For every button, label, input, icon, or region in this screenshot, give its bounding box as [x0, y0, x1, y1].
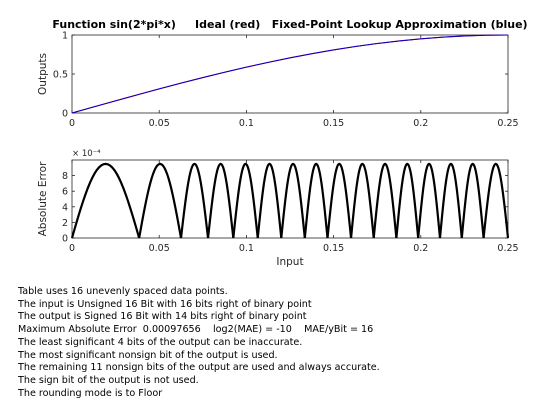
y-tick-label: 6	[62, 187, 68, 198]
report-line: The remaining 11 nonsign bits of the out…	[18, 362, 380, 374]
y-tick-label: 1	[62, 31, 68, 42]
x-tick-label: 0.15	[323, 118, 344, 129]
y-axis-label: Outputs	[37, 53, 49, 95]
y-tick-label: 2	[62, 218, 68, 229]
x-tick-label: 0.25	[497, 243, 518, 254]
x-tick-label: 0	[69, 243, 75, 254]
y-tick-label: 0	[62, 234, 68, 245]
error-arc	[179, 162, 210, 239]
error-arc	[460, 162, 485, 239]
error-arc	[70, 162, 141, 239]
x-tick-label: 0.1	[239, 118, 254, 129]
report-line: The output is Signed 16 Bit with 14 bits…	[18, 311, 307, 323]
x-tick-label: 0.25	[497, 118, 518, 129]
x-axis-label: Input	[276, 256, 303, 268]
top-chart: 0 0.05 0.1 0.15 0.2 0.25 0 0.5 1 Outputs	[37, 31, 519, 130]
x-tick-label: 0	[69, 118, 75, 129]
x-tick-label: 0.2	[413, 118, 428, 129]
x-tick-label: 0.05	[149, 243, 170, 254]
error-arc	[303, 162, 329, 239]
report-line: Table uses 16 unevenly spaced data point…	[18, 286, 228, 297]
y-axis-label: Absolute Error	[37, 161, 49, 237]
report-line: The rounding mode is to Floor	[18, 387, 163, 399]
x-tick-label: 0.15	[323, 243, 344, 254]
error-arc	[138, 162, 183, 239]
y-exponent-label: × 10⁻⁴	[72, 149, 101, 159]
report-line: The most significant nonsign bit of the …	[18, 349, 278, 361]
error-arc	[232, 162, 259, 239]
error-arc	[206, 162, 235, 239]
bottom-chart: 0 0.05 0.1 0.15 0.2 0.25 0 2 4 6 8 Absolute Error In…	[37, 149, 519, 268]
y-tick-label: 4	[62, 202, 68, 213]
error-arc	[256, 162, 283, 239]
plot-area	[71, 34, 509, 114]
error-arc	[417, 162, 442, 239]
x-tick-label: 0.2	[413, 243, 428, 254]
y-tick-label: 0	[62, 109, 68, 120]
error-arc	[438, 162, 463, 239]
y-tick-label: 0.5	[53, 70, 68, 81]
x-tick-label: 0.05	[149, 118, 170, 129]
report-line: The least significant 4 bits of the outp…	[18, 336, 303, 348]
error-arc	[395, 162, 420, 239]
report-text: Table uses 16 unevenly spaced data point…	[18, 286, 548, 400]
x-tick-label: 0.1	[239, 243, 254, 254]
error-arc	[349, 162, 375, 239]
error-arc	[326, 162, 353, 239]
error-arc	[280, 162, 306, 239]
approx-series-line	[71, 34, 509, 114]
error-arc	[372, 162, 398, 239]
error-arc	[482, 162, 510, 239]
report-line: Maximum Absolute Error 0.00097656 log2(M…	[18, 324, 374, 336]
y-tick-label: 8	[62, 171, 68, 182]
top-chart-title: Function sin(2*pi*x) Ideal (red) Fixed-P…	[52, 18, 527, 31]
report-line: The sign bit of the output is not used.	[18, 374, 199, 386]
report-line: The input is Unsigned 16 Bit with 16 bit…	[18, 298, 312, 310]
